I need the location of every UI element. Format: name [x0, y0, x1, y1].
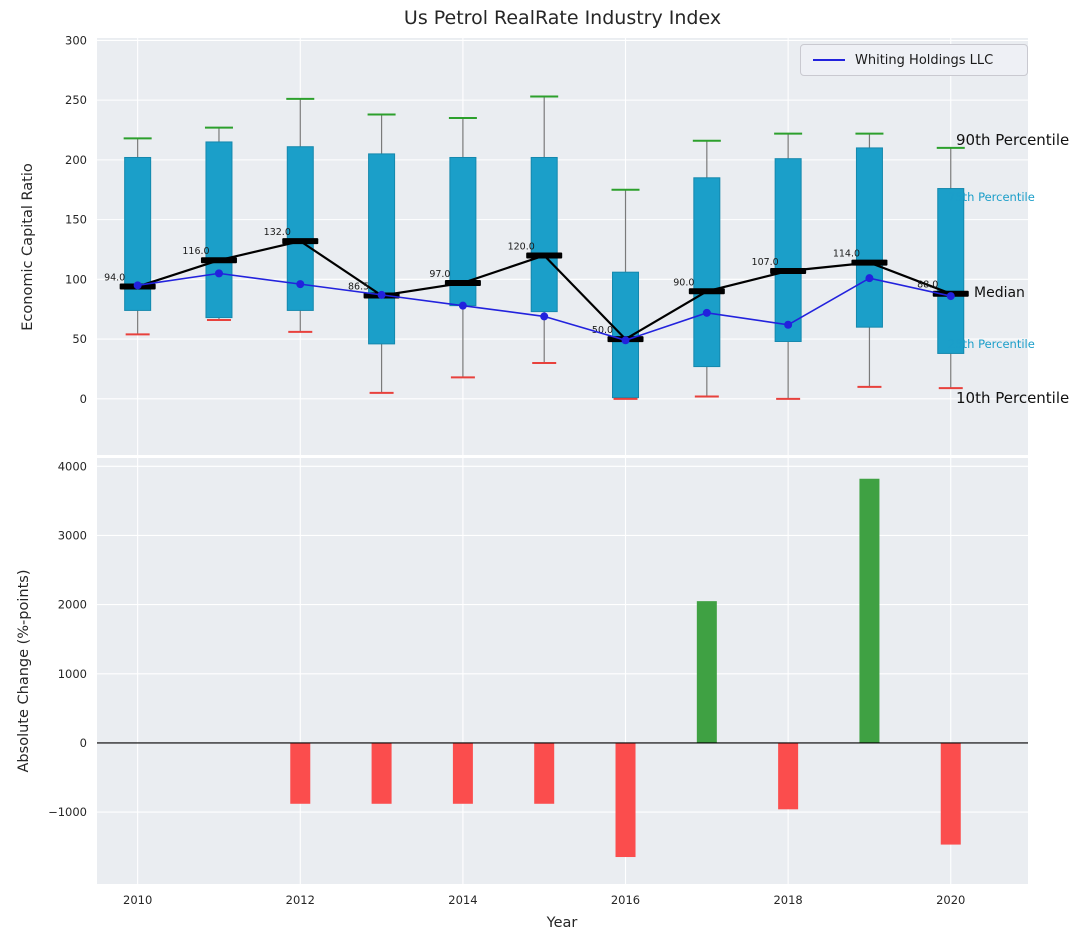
- median-value-label-2015: 120.0: [508, 241, 535, 252]
- xtick-2018: 2018: [773, 893, 802, 907]
- median-value-label-2019: 114.0: [833, 249, 860, 260]
- bar-2016: [615, 742, 636, 858]
- annotation-75th-percentile: 75th Percentile: [948, 190, 1035, 204]
- median-marker-2019: [851, 259, 888, 266]
- xtick-2010: 2010: [123, 893, 152, 907]
- bottom-y-axis-label: Absolute Change (%-points): [16, 569, 32, 773]
- bar-2015: [534, 742, 555, 804]
- median-value-label-2016: 50.0: [592, 325, 613, 336]
- bar-2019: [859, 478, 880, 743]
- company-point-2020: [946, 292, 955, 301]
- median-marker-2014: [444, 279, 481, 286]
- box-2017: [693, 177, 721, 368]
- bottom-ytick-0: 0: [80, 736, 87, 750]
- legend-label: Whiting Holdings LLC: [855, 52, 994, 68]
- bottom-ytick-4000: 4000: [58, 459, 87, 473]
- legend-line-sample: [813, 59, 845, 61]
- top-ytick-300: 300: [65, 33, 87, 47]
- xtick-2012: 2012: [286, 893, 315, 907]
- bar-2017: [696, 601, 717, 743]
- median-value-label-2013: 86.5: [348, 281, 369, 292]
- annotation-90th-percentile: 90th Percentile: [956, 131, 1070, 149]
- median-value-label-2012: 132.0: [264, 227, 291, 238]
- top-ytick-150: 150: [65, 213, 87, 227]
- top-ytick-250: 250: [65, 93, 87, 107]
- top-ytick-50: 50: [72, 332, 87, 346]
- top-ytick-0: 0: [80, 392, 87, 406]
- annotation-10th-percentile: 10th Percentile: [956, 389, 1070, 407]
- xtick-2014: 2014: [448, 893, 477, 907]
- median-value-label-2011: 116.0: [182, 246, 209, 257]
- company-point-2017: [702, 308, 711, 317]
- company-point-2010: [133, 281, 142, 290]
- box-2011: [205, 141, 233, 319]
- top-ytick-100: 100: [65, 272, 87, 286]
- median-marker-2012: [282, 238, 319, 245]
- company-point-2018: [784, 320, 793, 329]
- box-2019: [855, 147, 883, 328]
- bar-2014: [452, 742, 473, 804]
- chart-title: Us Petrol RealRate Industry Index: [403, 7, 722, 29]
- bottom-ytick--1000: −1000: [48, 805, 87, 819]
- median-marker-2011: [200, 257, 237, 264]
- box-2015: [530, 156, 558, 313]
- xtick-2020: 2020: [936, 893, 965, 907]
- box-2018: [774, 158, 802, 342]
- top-y-axis-label: Economic Capital Ratio: [20, 163, 36, 331]
- bar-2012: [290, 742, 311, 804]
- median-value-label-2014: 97.0: [429, 269, 450, 280]
- median-marker-2015: [526, 252, 563, 259]
- x-axis-label: Year: [546, 915, 578, 931]
- bottom-plot-bg: [97, 458, 1028, 884]
- median-value-label-2017: 90.0: [673, 277, 694, 288]
- median-value-label-2018: 107.0: [752, 257, 779, 268]
- bottom-ytick-3000: 3000: [58, 528, 87, 542]
- company-point-2011: [214, 269, 223, 278]
- xtick-2016: 2016: [611, 893, 640, 907]
- company-point-2019: [865, 274, 874, 283]
- annotation-25th-percentile: 25th Percentile: [948, 337, 1035, 351]
- legend: Whiting Holdings LLC: [800, 44, 1028, 76]
- company-point-2012: [296, 280, 305, 289]
- company-point-2013: [377, 290, 386, 299]
- median-marker-2017: [688, 288, 725, 295]
- bar-2013: [371, 742, 392, 804]
- annotation-median: Median: [974, 285, 1025, 301]
- box-2020: [937, 188, 965, 354]
- bar-2018: [778, 742, 799, 810]
- median-marker-2018: [770, 267, 807, 274]
- box-2013: [368, 153, 396, 345]
- median-value-label-2020: 88.0: [917, 280, 938, 291]
- company-point-2016: [621, 336, 630, 345]
- bottom-ytick-2000: 2000: [58, 598, 87, 612]
- company-point-2015: [540, 312, 549, 321]
- median-value-label-2010: 94.0: [104, 273, 125, 284]
- bar-2020: [940, 742, 961, 845]
- bottom-ytick-1000: 1000: [58, 667, 87, 681]
- company-point-2014: [458, 301, 467, 310]
- top-ytick-200: 200: [65, 153, 87, 167]
